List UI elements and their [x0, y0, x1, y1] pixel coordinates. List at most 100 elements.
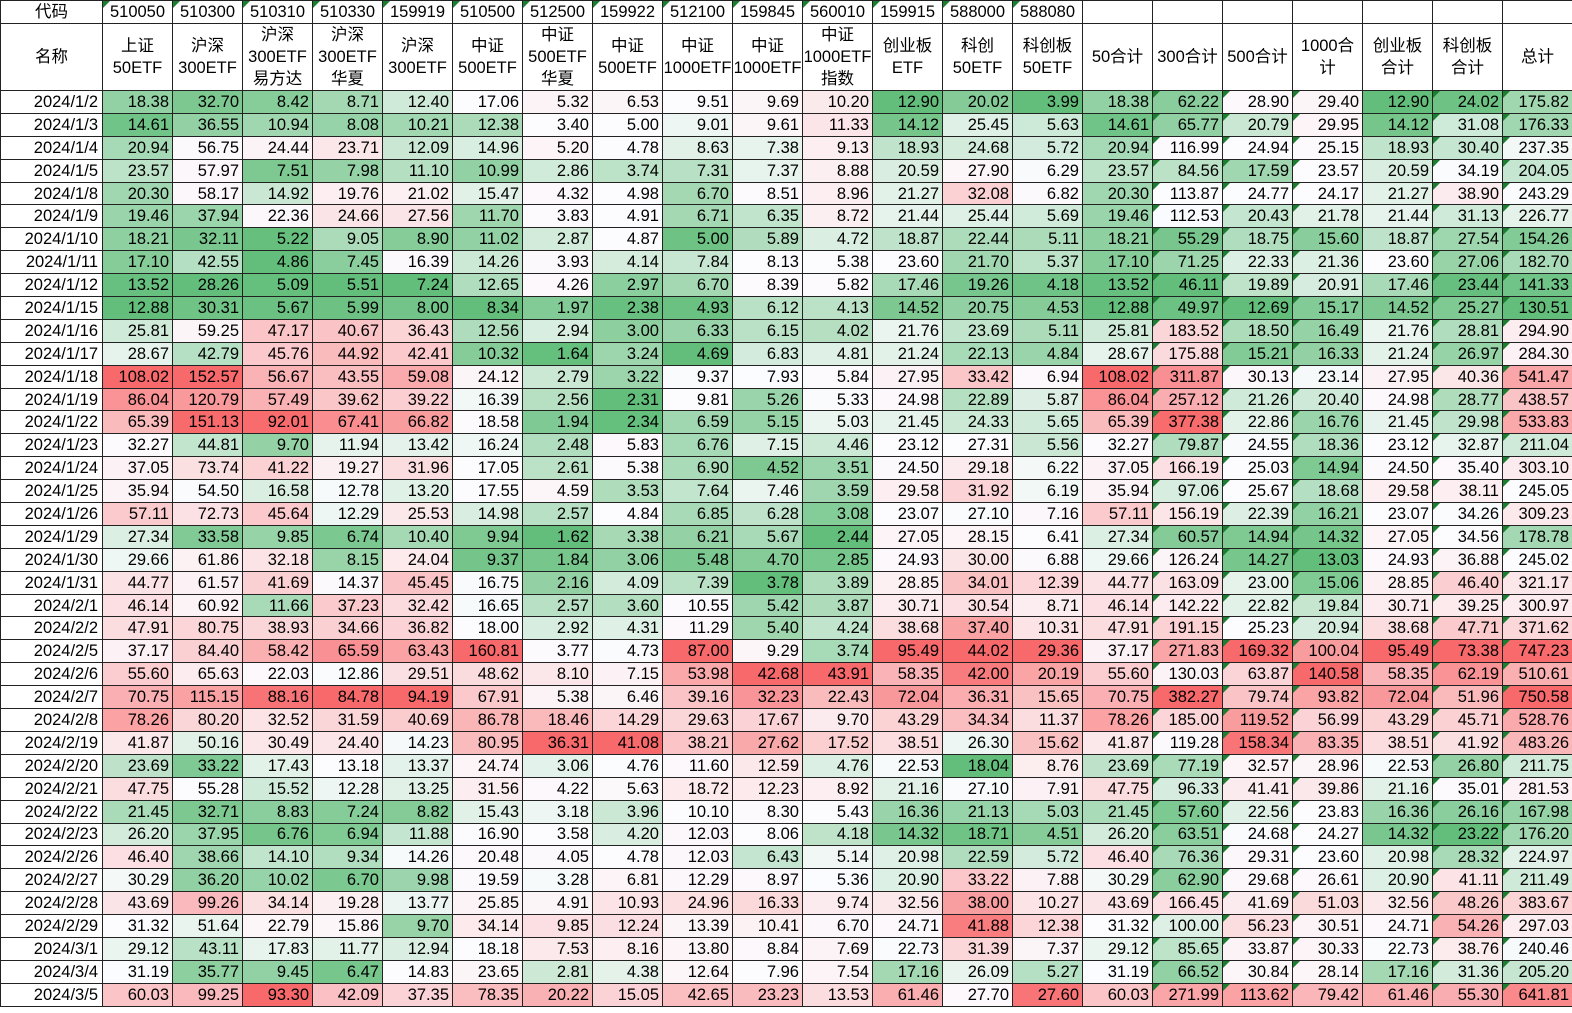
date-cell[interactable]: 2024/1/3 [0, 112, 103, 137]
date-cell[interactable]: 2024/1/29 [0, 524, 103, 549]
value-cell[interactable]: 12.90 [872, 90, 943, 114]
value-cell[interactable]: 27.34 [102, 524, 173, 549]
value-cell[interactable]: 38.93 [242, 616, 313, 641]
value-cell[interactable]: 40.67 [312, 318, 383, 343]
value-cell[interactable]: 3.77 [522, 639, 593, 664]
value-cell[interactable]: 17.59 [1222, 158, 1293, 183]
value-cell[interactable]: 23.60 [872, 250, 943, 275]
value-cell[interactable]: 6.19 [1012, 479, 1083, 504]
value-cell[interactable]: 176.33 [1502, 112, 1572, 137]
value-cell[interactable]: 37.40 [942, 616, 1013, 641]
value-cell[interactable]: 152.57 [172, 364, 243, 389]
value-cell[interactable]: 167.98 [1502, 799, 1572, 824]
value-cell[interactable]: 20.79 [1222, 112, 1293, 137]
value-cell[interactable]: 19.89 [1222, 273, 1293, 298]
value-cell[interactable]: 36.31 [942, 685, 1013, 710]
value-cell[interactable]: 11.29 [662, 616, 733, 641]
value-cell[interactable]: 30.00 [942, 547, 1013, 572]
value-cell[interactable]: 14.37 [312, 570, 383, 595]
date-cell[interactable]: 2024/1/18 [0, 364, 103, 389]
value-cell[interactable]: 56.67 [242, 364, 313, 389]
value-cell[interactable]: 29.40 [1292, 90, 1363, 114]
value-cell[interactable]: 31.13 [1432, 204, 1503, 229]
value-cell[interactable]: 9.29 [732, 639, 803, 664]
value-cell[interactable]: 5.11 [1012, 227, 1083, 252]
value-cell[interactable]: 48.62 [452, 662, 523, 687]
value-cell[interactable]: 5.22 [242, 227, 313, 252]
value-cell[interactable]: 24.94 [1222, 135, 1293, 160]
value-cell[interactable]: 14.83 [382, 959, 453, 984]
value-cell[interactable]: 4.09 [592, 570, 663, 595]
value-cell[interactable]: 24.68 [1222, 822, 1293, 847]
value-cell[interactable]: 9.05 [312, 227, 383, 252]
value-cell[interactable]: 119.28 [1152, 730, 1223, 755]
value-cell[interactable]: 44.02 [942, 639, 1013, 664]
date-cell[interactable]: 2024/2/7 [0, 685, 103, 710]
value-cell[interactable]: 14.94 [1222, 524, 1293, 549]
value-cell[interactable]: 7.24 [382, 273, 453, 298]
value-cell[interactable]: 35.01 [1432, 776, 1503, 801]
value-cell[interactable]: 6.81 [592, 868, 663, 893]
code-cell[interactable] [1222, 0, 1293, 24]
value-cell[interactable]: 2.61 [522, 456, 593, 481]
value-cell[interactable]: 12.29 [662, 868, 733, 893]
value-cell[interactable]: 9.51 [662, 90, 733, 114]
value-cell[interactable]: 84.78 [312, 685, 383, 710]
date-cell[interactable]: 2024/1/4 [0, 135, 103, 160]
column-name-cell[interactable]: 中证 1000ETF 指数 [802, 23, 873, 91]
value-cell[interactable]: 4.02 [802, 318, 873, 343]
value-cell[interactable]: 25.15 [1292, 135, 1363, 160]
value-cell[interactable]: 7.38 [732, 135, 803, 160]
value-cell[interactable]: 57.11 [1082, 502, 1153, 526]
value-cell[interactable]: 83.35 [1292, 730, 1363, 755]
value-cell[interactable]: 22.73 [872, 936, 943, 961]
value-cell[interactable]: 17.52 [802, 730, 873, 755]
value-cell[interactable]: 65.39 [102, 410, 173, 435]
value-cell[interactable]: 8.06 [732, 822, 803, 847]
value-cell[interactable]: 140.58 [1292, 662, 1363, 687]
value-cell[interactable]: 72.04 [1362, 685, 1433, 710]
value-cell[interactable]: 12.86 [312, 662, 383, 687]
value-cell[interactable]: 40.36 [1432, 364, 1503, 389]
value-cell[interactable]: 15.05 [592, 982, 663, 1007]
value-cell[interactable]: 65.63 [172, 662, 243, 687]
value-cell[interactable]: 8.00 [382, 296, 453, 320]
value-cell[interactable]: 166.45 [1152, 891, 1223, 916]
value-cell[interactable]: 14.32 [1362, 822, 1433, 847]
value-cell[interactable]: 18.21 [102, 227, 173, 252]
value-cell[interactable]: 9.69 [732, 90, 803, 114]
value-cell[interactable]: 3.93 [522, 250, 593, 275]
value-cell[interactable]: 24.55 [1222, 433, 1293, 458]
value-cell[interactable]: 5.67 [242, 296, 313, 320]
value-cell[interactable]: 23.57 [1082, 158, 1153, 183]
value-cell[interactable]: 3.89 [802, 570, 873, 595]
code-cell[interactable]: 510500 [452, 0, 523, 24]
value-cell[interactable]: 32.18 [242, 547, 313, 572]
value-cell[interactable]: 27.06 [1432, 250, 1503, 275]
value-cell[interactable]: 18.68 [1292, 479, 1363, 504]
value-cell[interactable]: 12.40 [382, 90, 453, 114]
value-cell[interactable]: 21.70 [942, 250, 1013, 275]
value-cell[interactable]: 29.66 [102, 547, 173, 572]
date-cell[interactable]: 2024/1/17 [0, 341, 103, 366]
value-cell[interactable]: 7.45 [312, 250, 383, 275]
value-cell[interactable]: 2.48 [522, 433, 593, 458]
value-cell[interactable]: 9.81 [662, 387, 733, 412]
value-cell[interactable]: 28.32 [1432, 845, 1503, 870]
value-cell[interactable]: 641.81 [1502, 982, 1572, 1007]
value-cell[interactable]: 65.39 [1082, 410, 1153, 435]
value-cell[interactable]: 6.71 [662, 204, 733, 229]
value-cell[interactable]: 21.27 [872, 181, 943, 206]
value-cell[interactable]: 3.96 [592, 799, 663, 824]
value-cell[interactable]: 59.08 [382, 364, 453, 389]
column-name-cell[interactable]: 1000合 计 [1292, 23, 1363, 91]
value-cell[interactable]: 99.25 [172, 982, 243, 1007]
value-cell[interactable]: 37.35 [382, 982, 453, 1007]
column-name-cell[interactable]: 沪深 300ETF [382, 23, 453, 91]
value-cell[interactable]: 28.77 [1432, 387, 1503, 412]
value-cell[interactable]: 382.27 [1152, 685, 1223, 710]
value-cell[interactable]: 9.37 [452, 547, 523, 572]
value-cell[interactable]: 4.76 [592, 753, 663, 778]
value-cell[interactable]: 5.32 [522, 90, 593, 114]
value-cell[interactable]: 14.29 [592, 708, 663, 732]
